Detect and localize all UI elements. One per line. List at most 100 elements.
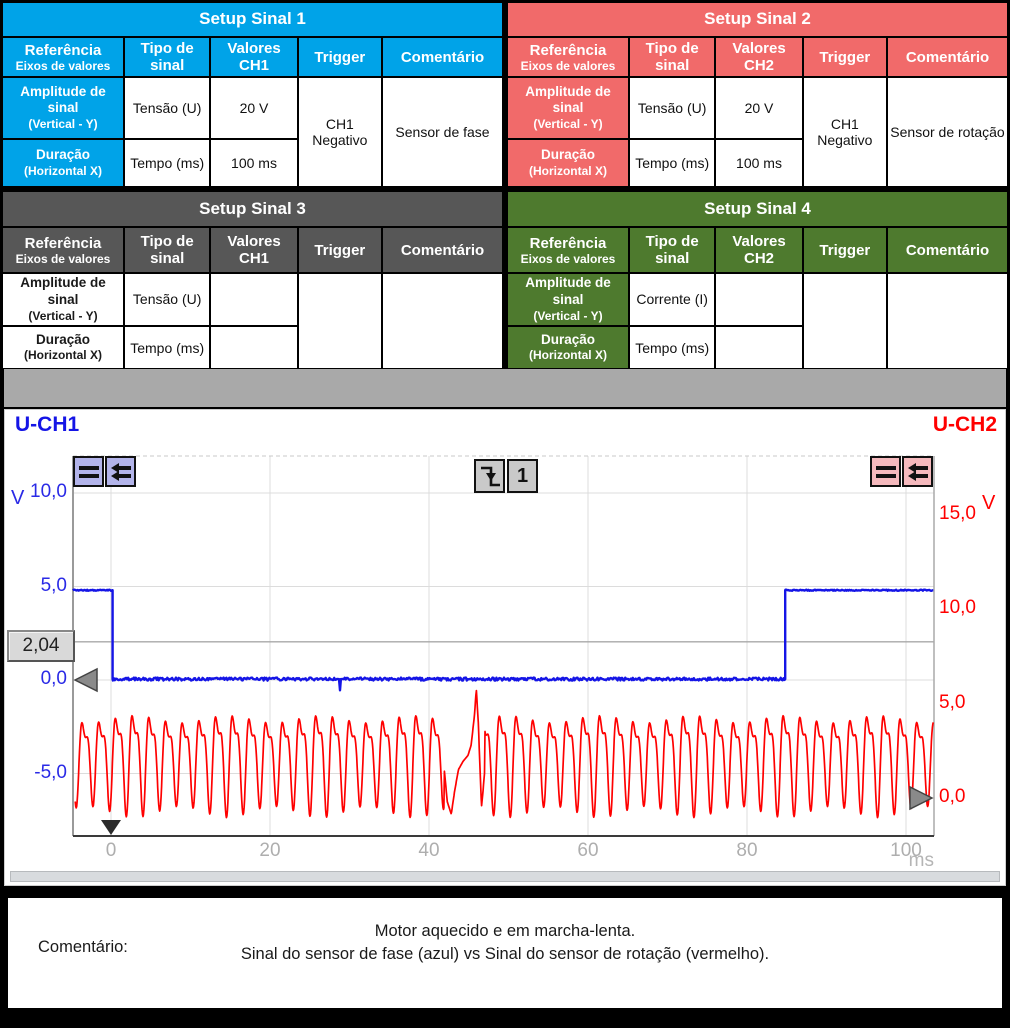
- column-header-2: Trigger: [801, 35, 889, 79]
- time-axis-tick: 80: [736, 840, 758, 861]
- cell-tipo[interactable]: Tempo (ms): [627, 324, 717, 371]
- cell-tipo[interactable]: Tensão (U): [122, 76, 212, 140]
- row-label-amplitude: Amplitude de sinal (Vertical - Y): [505, 272, 630, 327]
- horizontal-scrollbar[interactable]: [10, 871, 1000, 882]
- cell-comentario[interactable]: [886, 272, 1010, 371]
- column-header-2: Trigger: [801, 226, 889, 274]
- cell-comentario[interactable]: [381, 272, 505, 371]
- setup-table-1: Setup Sinal 1 Referência Eixos de valores T…: [0, 0, 505, 189]
- cell-tipo[interactable]: Tempo (ms): [122, 137, 212, 189]
- ch1-axis-tick: 0,0: [40, 668, 67, 689]
- ref-header: Referência Eixos de valores: [505, 226, 630, 274]
- column-header-0: Tipo de sinal: [122, 226, 212, 274]
- x-axis-unit-label: ms: [908, 850, 934, 871]
- cell-valor[interactable]: [209, 272, 299, 327]
- column-header-0: Tipo de sinal: [627, 226, 717, 274]
- cell-valor[interactable]: [209, 324, 299, 371]
- ch2-unit-label: V: [982, 492, 996, 514]
- trigger-level-readout[interactable]: 2,04: [7, 630, 75, 662]
- trigger-source-button[interactable]: 1: [507, 459, 538, 493]
- lines-icon: [78, 465, 99, 478]
- table-title: Setup Sinal 3: [0, 189, 505, 228]
- setup-table-2: Setup Sinal 2 Referência Eixos de valores T…: [505, 0, 1010, 189]
- cell-tipo[interactable]: Tensão (U): [122, 272, 212, 327]
- cell-tipo[interactable]: Corrente (I): [627, 272, 717, 327]
- cell-trigger[interactable]: CH1 Negativo: [296, 76, 384, 189]
- cell-tipo[interactable]: Tensão (U): [627, 76, 717, 140]
- trigger-position-marker[interactable]: [101, 820, 121, 835]
- ref-header: Referência Eixos de valores: [505, 35, 630, 79]
- ch1-unit-label: V: [11, 487, 25, 509]
- cell-comentario[interactable]: Sensor de rotação: [886, 76, 1010, 189]
- comment-line-2: Sinal do sensor de fase (azul) vs Sinal …: [240, 945, 770, 964]
- comment-field-label: Comentário:: [38, 938, 128, 956]
- cell-valor[interactable]: 100 ms: [209, 137, 299, 189]
- trigger-slope-button[interactable]: [474, 459, 505, 493]
- row-label-duracao: Duração (Horizontal X): [0, 137, 125, 189]
- column-header-2: Trigger: [296, 226, 384, 274]
- cell-tipo[interactable]: Tempo (ms): [122, 324, 212, 371]
- cell-comentario[interactable]: Sensor de fase: [381, 76, 505, 189]
- cell-valor[interactable]: 20 V: [209, 76, 299, 140]
- table-title: Setup Sinal 2: [505, 0, 1010, 38]
- ch2-label: U-CH2: [932, 413, 997, 436]
- time-axis-tick: 100: [890, 840, 922, 861]
- ch2-zero-marker[interactable]: [909, 785, 934, 811]
- column-header-1: Valores CH2: [714, 35, 804, 79]
- lines-icon: [875, 465, 896, 478]
- ch1-scroll-button[interactable]: [105, 456, 136, 487]
- column-header-3: Comentário: [886, 226, 1010, 274]
- cell-valor[interactable]: 20 V: [714, 76, 804, 140]
- time-axis-tick: 0: [105, 840, 117, 861]
- ch2-scroll-button[interactable]: [902, 456, 933, 487]
- time-axis-tick: 40: [418, 840, 440, 861]
- row-label-amplitude: Amplitude de sinal (Vertical - Y): [0, 76, 125, 140]
- cell-trigger[interactable]: CH1 Negativo: [801, 76, 889, 189]
- ch2-axis-tick: 10,0: [939, 597, 976, 618]
- ch2-axis-tick: 0,0: [939, 786, 966, 807]
- separator-bar: [4, 369, 1006, 407]
- double-left-arrow-icon: [907, 462, 928, 481]
- setup-tables: Setup Sinal 1 Referência Eixos de valores T…: [0, 0, 1010, 372]
- column-header-1: Valores CH1: [209, 35, 299, 79]
- comment-text: Motor aquecido e em marcha-lenta. Sinal …: [8, 920, 1002, 966]
- time-axis-tick: 20: [259, 840, 281, 861]
- column-header-3: Comentário: [886, 35, 1010, 79]
- ch1-label: U-CH1: [15, 413, 80, 436]
- column-header-3: Comentário: [381, 35, 505, 79]
- cell-valor[interactable]: 100 ms: [714, 137, 804, 189]
- column-header-3: Comentário: [381, 226, 505, 274]
- ch2-axis-tick: 5,0: [939, 691, 966, 713]
- scope-plot: [72, 455, 935, 837]
- double-left-arrow-icon: [110, 462, 131, 481]
- column-header-0: Tipo de sinal: [122, 35, 212, 79]
- comment-section: Comentário: Motor aquecido e em marcha-l…: [4, 894, 1006, 1012]
- ch1-axis-tick: 5,0: [40, 574, 67, 596]
- ch1-zero-marker[interactable]: [73, 667, 98, 693]
- cell-trigger[interactable]: [801, 272, 889, 371]
- ch2-position-button[interactable]: [870, 456, 901, 487]
- column-header-0: Tipo de sinal: [627, 35, 717, 79]
- column-header-1: Valores CH2: [714, 226, 804, 274]
- cell-trigger[interactable]: [296, 272, 384, 371]
- cell-valor[interactable]: [714, 324, 804, 371]
- oscilloscope-panel: U-CH1 U-CH2 V V 2,04 ms 1: [4, 409, 1006, 886]
- setup-table-4: Setup Sinal 4 Referência Eixos de valores T…: [505, 189, 1010, 372]
- ref-header: Referência Eixos de valores: [0, 35, 125, 79]
- ch1-axis-tick: -5,0: [34, 761, 67, 783]
- column-header-2: Trigger: [296, 35, 384, 79]
- comment-line-1: Motor aquecido e em marcha-lenta.: [374, 922, 636, 940]
- ch1-axis-tick: 10,0: [30, 481, 67, 502]
- table-title: Setup Sinal 1: [0, 0, 505, 38]
- cell-valor[interactable]: [714, 272, 804, 327]
- row-label-amplitude: Amplitude de sinal (Vertical - Y): [505, 76, 630, 140]
- setup-table-3: Setup Sinal 3 Referência Eixos de valores T…: [0, 189, 505, 372]
- ch1-position-button[interactable]: [73, 456, 104, 487]
- row-label-amplitude: Amplitude de sinal (Vertical - Y): [0, 272, 125, 327]
- time-axis-tick: 60: [577, 840, 599, 861]
- row-label-duracao: Duração (Horizontal X): [0, 324, 125, 371]
- cell-tipo[interactable]: Tempo (ms): [627, 137, 717, 189]
- ref-header: Referência Eixos de valores: [0, 226, 125, 274]
- ch2-axis-tick: 15,0: [939, 502, 976, 524]
